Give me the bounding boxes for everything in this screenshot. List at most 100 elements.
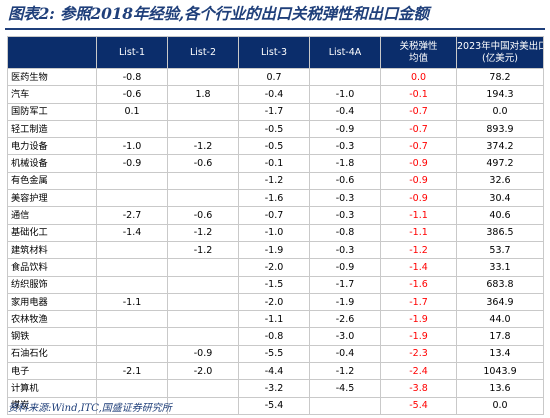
- cell-list4a: -1.0: [309, 85, 381, 104]
- cell-exports: 893.9: [456, 119, 544, 139]
- cell-list3: -0.4: [238, 85, 310, 104]
- cell-list2: [167, 171, 239, 191]
- table-row: 医药生物 -0.8 0.7 0.0 78.2: [7, 67, 544, 87]
- source-note: 资料来源:Wind,ITC,国盛证券研究所: [8, 403, 172, 414]
- cell-exports: 33.1: [456, 258, 544, 277]
- cell-industry: 电力设备: [7, 137, 97, 156]
- column-header-list4a: List-4A: [309, 36, 381, 69]
- cell-exports: 683.8: [456, 275, 544, 294]
- cell-elasticity: -1.2: [380, 240, 457, 260]
- table-row: 计算机 -3.2 -4.5 -3.8 13.6: [7, 379, 544, 398]
- cell-exports: 30.4: [456, 189, 544, 208]
- cell-list4a: -0.6: [309, 171, 381, 191]
- cell-list1: [96, 240, 168, 260]
- cell-list3: -1.5: [238, 275, 310, 294]
- cell-exports: 374.2: [456, 137, 544, 156]
- figure-title: 图表2: 参照2018年经验,各个行业的出口关税弹性和出口金额: [8, 4, 429, 23]
- cell-elasticity: -1.9: [380, 327, 457, 346]
- cell-list1: [96, 189, 168, 208]
- cell-industry: 纺织服饰: [7, 275, 97, 294]
- table-header-row: List-1 List-2 List-3 List-4A 关税弹性 均值 2023年中国对美…: [7, 36, 544, 69]
- cell-list1: [96, 275, 168, 294]
- table-row: 食品饮料 -2.0 -0.9 -1.4 33.1: [7, 258, 544, 277]
- cell-list1: [96, 171, 168, 191]
- cell-list3: -2.0: [238, 258, 310, 277]
- cell-elasticity: -0.7: [380, 102, 457, 121]
- table-row: 轻工制造 -0.5 -0.9 -0.7 893.9: [7, 119, 544, 139]
- title-divider: [5, 28, 545, 30]
- cell-elasticity: -1.1: [380, 223, 457, 242]
- cell-list1: -2.1: [96, 362, 168, 381]
- cell-exports: 32.6: [456, 171, 544, 191]
- cell-list2: [167, 310, 239, 329]
- cell-elasticity: -5.4: [380, 396, 457, 415]
- cell-industry: 食品饮料: [7, 258, 97, 277]
- table-row: 煤炭 -5.4 -5.4 0.0: [7, 396, 544, 415]
- cell-industry: 建筑材料: [7, 240, 97, 260]
- cell-elasticity: 0.0: [380, 67, 457, 87]
- cell-elasticity: -1.7: [380, 292, 457, 312]
- cell-list4a: -0.9: [309, 258, 381, 277]
- table-row: 国防军工 0.1 -1.7 -0.4 -0.7 0.0: [7, 102, 544, 121]
- cell-exports: 44.0: [456, 310, 544, 329]
- cell-industry: 农林牧渔: [7, 310, 97, 329]
- table-row: 基础化工 -1.4 -1.2 -1.0 -0.8 -1.1 386.5: [7, 223, 544, 242]
- column-header-list1: List-1: [96, 36, 168, 69]
- cell-list4a: -1.9: [309, 292, 381, 312]
- cell-list2: [167, 396, 239, 415]
- cell-list2: -0.6: [167, 154, 239, 173]
- elasticity-table: List-1 List-2 List-3 List-4A 关税弹性 均值 2023年中国对美…: [7, 36, 544, 415]
- cell-list3: -0.5: [238, 119, 310, 139]
- column-header-elasticity: 关税弹性 均值: [380, 36, 457, 69]
- table-row: 通信 -2.7 -0.6 -0.7 -0.3 -1.1 40.6: [7, 206, 544, 225]
- cell-list2: -2.0: [167, 362, 239, 381]
- column-header-sublabel: 均值: [408, 52, 428, 64]
- cell-exports: 0.0: [456, 102, 544, 121]
- cell-elasticity: -1.9: [380, 310, 457, 329]
- cell-list3: -0.1: [238, 154, 310, 173]
- cell-list2: [167, 327, 239, 346]
- cell-elasticity: -0.7: [380, 119, 457, 139]
- cell-list4a: -1.7: [309, 275, 381, 294]
- cell-list2: -0.6: [167, 206, 239, 225]
- cell-list1: -0.8: [96, 67, 168, 87]
- cell-list4a: -0.3: [309, 240, 381, 260]
- cell-list4a: -0.4: [309, 102, 381, 121]
- cell-list2: [167, 258, 239, 277]
- cell-list1: -2.7: [96, 206, 168, 225]
- cell-list3: -1.0: [238, 223, 310, 242]
- table-row: 有色金属 -1.2 -0.6 -0.9 32.6: [7, 171, 544, 191]
- cell-industry: 美容护理: [7, 189, 97, 208]
- cell-exports: 17.8: [456, 327, 544, 346]
- cell-list1: [96, 344, 168, 364]
- cell-list4a: [309, 67, 381, 87]
- table-row: 电力设备 -1.0 -1.2 -0.5 -0.3 -0.7 374.2: [7, 137, 544, 156]
- column-header-label: 关税弹性: [399, 40, 438, 52]
- cell-list2: [167, 119, 239, 139]
- cell-list3: -3.2: [238, 379, 310, 398]
- cell-list4a: -0.9: [309, 119, 381, 139]
- cell-list2: -1.2: [167, 137, 239, 156]
- cell-industry: 国防军工: [7, 102, 97, 121]
- column-header-label: List-2: [189, 46, 217, 58]
- column-header-label: 2023年中国对美出口: [457, 40, 544, 52]
- cell-list3: -5.4: [238, 396, 310, 415]
- cell-exports: 53.7: [456, 240, 544, 260]
- cell-industry: 石油石化: [7, 344, 97, 364]
- cell-list3: -1.9: [238, 240, 310, 260]
- cell-elasticity: -0.7: [380, 137, 457, 156]
- table-row: 建筑材料 -1.2 -1.9 -0.3 -1.2 53.7: [7, 240, 544, 260]
- cell-list4a: -4.5: [309, 379, 381, 398]
- cell-industry: 基础化工: [7, 223, 97, 242]
- cell-list3: -0.7: [238, 206, 310, 225]
- cell-industry: 轻工制造: [7, 119, 97, 139]
- cell-exports: 364.9: [456, 292, 544, 312]
- cell-list4a: -0.3: [309, 137, 381, 156]
- column-header-industry: [7, 36, 97, 69]
- cell-list4a: -1.8: [309, 154, 381, 173]
- table-row: 农林牧渔 -1.1 -2.6 -1.9 44.0: [7, 310, 544, 329]
- cell-elasticity: -0.9: [380, 171, 457, 191]
- table-row: 石油石化 -0.9 -5.5 -0.4 -2.3 13.4: [7, 344, 544, 364]
- table-row: 钢铁 -0.8 -3.0 -1.9 17.8: [7, 327, 544, 346]
- cell-elasticity: -0.1: [380, 85, 457, 104]
